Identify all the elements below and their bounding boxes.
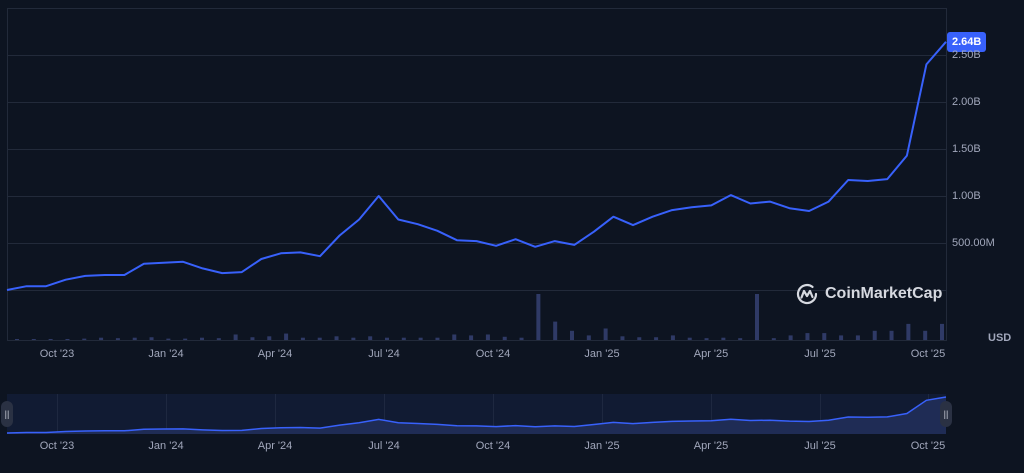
y-axis-label: 1.00B bbox=[952, 190, 981, 202]
y-axis-label: 2.50B bbox=[952, 49, 981, 61]
navigator-x-label: Jan '24 bbox=[148, 440, 184, 452]
x-axis-label: Jul '25 bbox=[804, 348, 836, 360]
navigator-x-label: Apr '24 bbox=[257, 440, 293, 452]
navigator-x-label: Oct '25 bbox=[910, 440, 946, 452]
navigator-right-handle[interactable]: || bbox=[940, 401, 952, 427]
navigator-x-label: Jul '25 bbox=[804, 440, 836, 452]
x-axis-label: Oct '23 bbox=[39, 348, 75, 360]
navigator-left-handle[interactable]: || bbox=[1, 401, 13, 427]
x-axis-label: Oct '25 bbox=[910, 348, 946, 360]
y-axis-label: 500.00M bbox=[952, 237, 995, 249]
x-axis-label: Oct '24 bbox=[475, 348, 511, 360]
navigator-x-label: Oct '23 bbox=[39, 440, 75, 452]
x-axis-label: Apr '24 bbox=[257, 348, 293, 360]
coinmarketcap-logo-icon bbox=[796, 283, 818, 305]
watermark-text: CoinMarketCap bbox=[825, 285, 943, 302]
currency-label: USD bbox=[988, 332, 1012, 344]
y-axis-label: 1.50B bbox=[952, 143, 981, 155]
current-value-badge: 2.64B bbox=[947, 32, 987, 52]
coinmarketcap-watermark: CoinMarketCap bbox=[795, 282, 942, 306]
navigator-x-label: Jan '25 bbox=[584, 440, 620, 452]
navigator-line bbox=[6, 396, 947, 434]
navigator-x-label: Jul '24 bbox=[368, 440, 400, 452]
navigator-x-label: Oct '24 bbox=[475, 440, 511, 452]
x-axis-label: Apr '25 bbox=[693, 348, 729, 360]
y-axis-label: 2.00B bbox=[952, 96, 981, 108]
navigator-x-label: Apr '25 bbox=[693, 440, 729, 452]
x-axis-label: Jul '24 bbox=[368, 348, 400, 360]
gridlines bbox=[7, 55, 946, 291]
plot-frame bbox=[7, 8, 947, 341]
volume-bars bbox=[15, 294, 944, 340]
grip-icon: || bbox=[4, 409, 10, 419]
navigator-area bbox=[7, 397, 946, 434]
grip-icon: || bbox=[943, 409, 949, 419]
x-axis-label: Jan '24 bbox=[148, 348, 184, 360]
x-axis-label: Jan '25 bbox=[584, 348, 620, 360]
market-cap-line[interactable] bbox=[6, 41, 947, 291]
